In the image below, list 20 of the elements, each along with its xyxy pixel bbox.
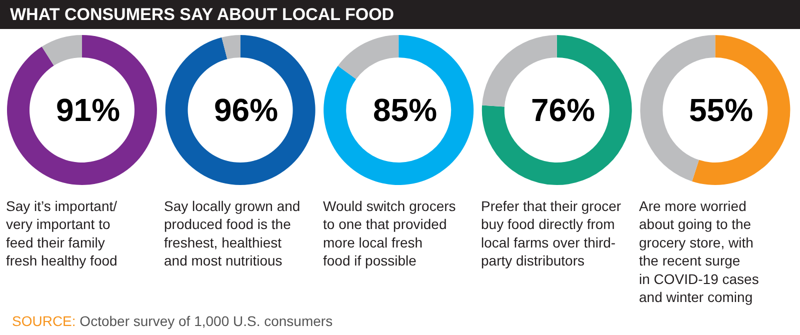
text: Prefer that their grocer buy food directly from local farms over third- party distributors — [481, 198, 622, 269]
donut-slice — [165, 35, 316, 185]
data-label: 96% — [214, 92, 278, 128]
text: Are more worried about going to the grocery store, with the recent surge in COVID-19 cases and winter coming — [639, 198, 759, 305]
donut-slice — [324, 35, 474, 185]
donut-slice — [338, 35, 399, 80]
donut-slice — [692, 35, 790, 185]
donut-slice — [482, 35, 632, 185]
data-label: 55% — [689, 92, 754, 128]
text: WHAT CONSUMERS SAY ABOUT LOCAL FOOD — [10, 5, 394, 24]
data-label: 85% — [373, 92, 438, 128]
text: Say locally grown and produced food is the freshest, healthiest and most nutritious — [164, 198, 300, 269]
source-note: SOURCE: October survey of 1,000 U.S. consumers — [12, 313, 333, 329]
data-label: 76% — [531, 92, 596, 128]
text: Say it’s important/ very important to feed their family fresh healthy food — [6, 198, 118, 269]
donut-slice — [7, 35, 157, 185]
donut-slice — [222, 35, 240, 60]
text: Would switch grocers to one that provided more local fresh food if possible — [323, 198, 456, 269]
data-label: 91% — [56, 92, 120, 128]
donut-slice — [42, 35, 82, 66]
